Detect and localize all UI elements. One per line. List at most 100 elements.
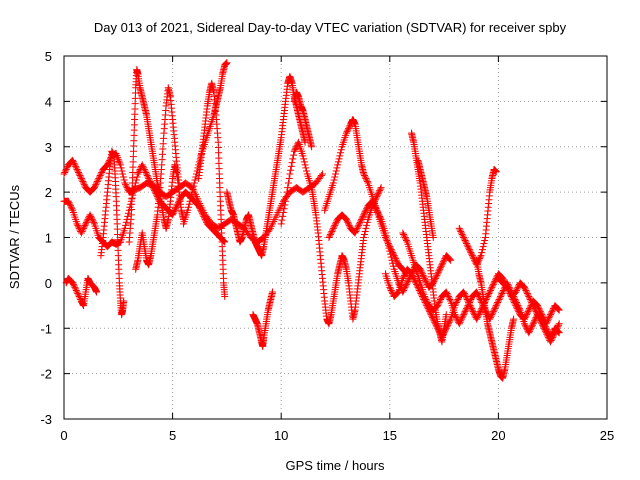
data-point-plus <box>361 227 369 235</box>
data-point-plus <box>299 152 307 160</box>
data-point-plus <box>119 173 127 181</box>
data-points <box>60 59 563 382</box>
data-point-plus <box>191 176 199 184</box>
data-point-plus <box>479 243 487 251</box>
data-point-plus <box>185 200 193 208</box>
data-point-plus <box>184 206 192 214</box>
chart-title: Day 013 of 2021, Sidereal Day-to-day VTE… <box>94 20 567 35</box>
data-point-plus <box>329 179 337 187</box>
data-point-plus <box>133 173 141 181</box>
series-track-10 <box>249 288 277 350</box>
data-point-plus <box>331 173 339 181</box>
data-point-plus <box>282 193 290 201</box>
data-point-plus <box>337 149 345 157</box>
data-point-plus <box>283 188 291 196</box>
data-point-plus <box>447 256 455 264</box>
axis-ticks: 0 5 10 15 20 25 -3 -2 -1 0 1 2 3 4 5 <box>40 49 614 443</box>
data-point-plus <box>284 184 292 192</box>
x-axis-label: GPS time / hours <box>286 458 385 473</box>
data-point-plus <box>382 232 390 240</box>
data-point-plus <box>124 209 132 217</box>
series-track-7 <box>179 59 231 228</box>
y-tick-label: 2 <box>45 185 52 200</box>
data-point-plus <box>119 170 127 178</box>
y-axis-label: SDTVAR / TECUs <box>7 184 22 289</box>
data-point-plus <box>132 176 140 184</box>
data-point-plus <box>389 262 397 270</box>
data-point-plus <box>386 247 394 255</box>
data-point-plus <box>290 151 298 159</box>
x-tick-label: 20 <box>491 428 505 443</box>
x-tick-label: 0 <box>60 428 67 443</box>
data-point-plus <box>286 170 294 178</box>
data-point-plus <box>360 230 368 238</box>
series-track-6 <box>132 84 183 273</box>
data-point-plus <box>334 161 342 169</box>
data-point-plus <box>277 220 285 228</box>
data-point-plus <box>190 182 198 190</box>
data-point-plus <box>385 244 393 252</box>
data-point-plus <box>187 194 195 202</box>
data-point-plus <box>555 306 563 314</box>
y-tick-label: -3 <box>40 412 52 427</box>
data-point-plus <box>303 167 311 175</box>
data-point-plus <box>362 224 370 232</box>
data-point-plus <box>122 218 130 226</box>
data-point-plus <box>278 216 286 224</box>
series-track-8 <box>195 79 229 300</box>
y-tick-label: 3 <box>45 140 52 155</box>
data-point-plus <box>300 155 308 163</box>
data-point-plus <box>280 205 288 213</box>
y-tick-label: 5 <box>45 49 52 64</box>
data-point-plus <box>337 146 345 154</box>
series-track-5 <box>125 66 187 246</box>
x-tick-label: 5 <box>169 428 176 443</box>
y-tick-label: 4 <box>45 94 52 109</box>
data-point-plus <box>189 185 197 193</box>
data-point-plus <box>284 179 292 187</box>
data-point-plus <box>308 143 316 151</box>
data-point-plus <box>492 168 500 176</box>
data-point-plus <box>186 197 194 205</box>
data-point-plus <box>481 237 489 245</box>
y-tick-label: -1 <box>40 321 52 336</box>
data-point-plus <box>477 252 485 260</box>
series-track-13 <box>321 116 411 278</box>
data-point-plus <box>281 201 289 209</box>
data-point-plus <box>384 241 392 249</box>
data-point-plus <box>480 240 488 248</box>
data-point-plus <box>300 158 308 166</box>
data-point-plus <box>478 246 486 254</box>
data-point-plus <box>185 203 193 211</box>
data-point-plus <box>285 175 293 183</box>
data-point-plus <box>333 164 341 172</box>
y-tick-label: 1 <box>45 231 52 246</box>
data-point-plus <box>363 221 371 229</box>
data-point-plus <box>336 152 344 160</box>
data-point-plus <box>124 212 132 220</box>
x-tick-label: 15 <box>383 428 397 443</box>
data-point-plus <box>221 292 229 300</box>
data-point-plus <box>269 288 277 296</box>
data-point-plus <box>93 288 101 296</box>
data-point-plus <box>510 315 518 323</box>
data-point-plus <box>116 161 124 169</box>
data-point-plus <box>288 159 296 167</box>
y-tick-label: 0 <box>45 276 52 291</box>
data-point-plus <box>332 167 340 175</box>
series-track-9 <box>223 72 309 260</box>
data-point-plus <box>446 255 454 263</box>
data-point-plus <box>363 218 371 226</box>
data-point-plus <box>301 161 309 169</box>
data-point-plus <box>187 191 195 199</box>
data-point-plus <box>383 235 391 243</box>
data-point-plus <box>387 250 395 258</box>
data-point-plus <box>554 305 562 313</box>
series-track-16 <box>414 156 437 241</box>
data-point-plus <box>122 221 130 229</box>
data-point-plus <box>223 59 231 67</box>
data-point-plus <box>120 297 128 305</box>
data-point-plus <box>118 167 126 175</box>
series-track-12 <box>290 88 316 151</box>
